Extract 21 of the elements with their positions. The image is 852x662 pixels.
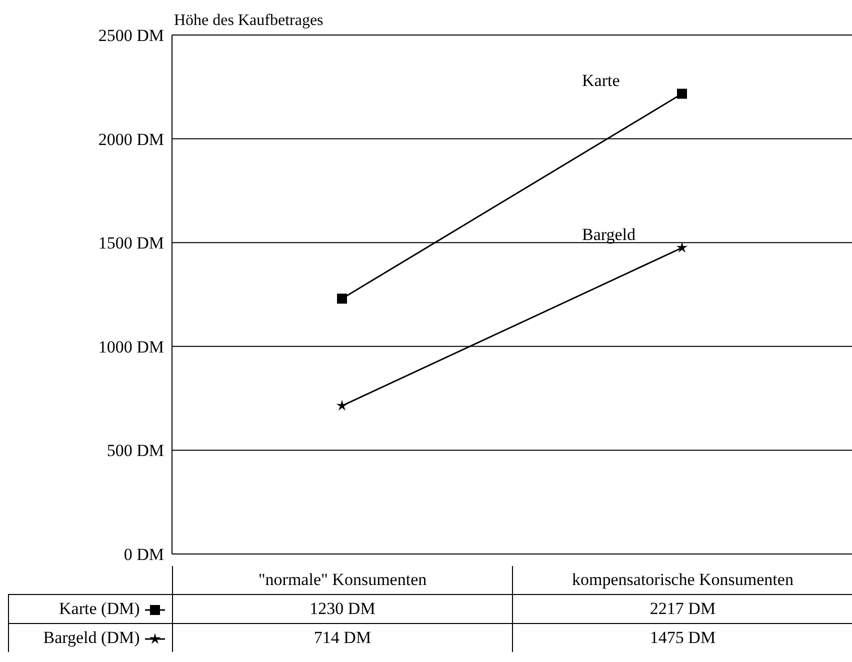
annotation: Karte: [582, 70, 620, 90]
point: [336, 400, 348, 411]
data-label: 714 DM: [172, 624, 512, 652]
y-tick-label: 1000 DM: [98, 337, 164, 356]
y-tick-label: 1500 DM: [98, 234, 164, 253]
data-label: 1230 DM: [172, 594, 512, 624]
point: [337, 294, 347, 304]
y-tick-label: 500 DM: [106, 441, 164, 460]
legend-label: Bargeld (DM): [8, 624, 172, 652]
legend-label: Karte (DM): [8, 594, 172, 624]
data-label: 1475 DM: [512, 624, 852, 652]
y-tick-label: 2500 DM: [98, 26, 164, 46]
y-axis-title: Höhe des Kaufbetrages: [174, 12, 324, 30]
point: [676, 242, 688, 253]
data-label: 2217 DM: [512, 594, 852, 624]
point: [677, 88, 687, 99]
annotation: Bargeld: [582, 224, 636, 244]
x-tick-label: "normale" Konsumenten: [172, 566, 512, 594]
x-tick-label: kompensatorische Konsumenten: [512, 566, 852, 594]
y-tick-label: 0 DM: [124, 545, 164, 564]
y-tick-label: 2000 DM: [98, 130, 164, 149]
